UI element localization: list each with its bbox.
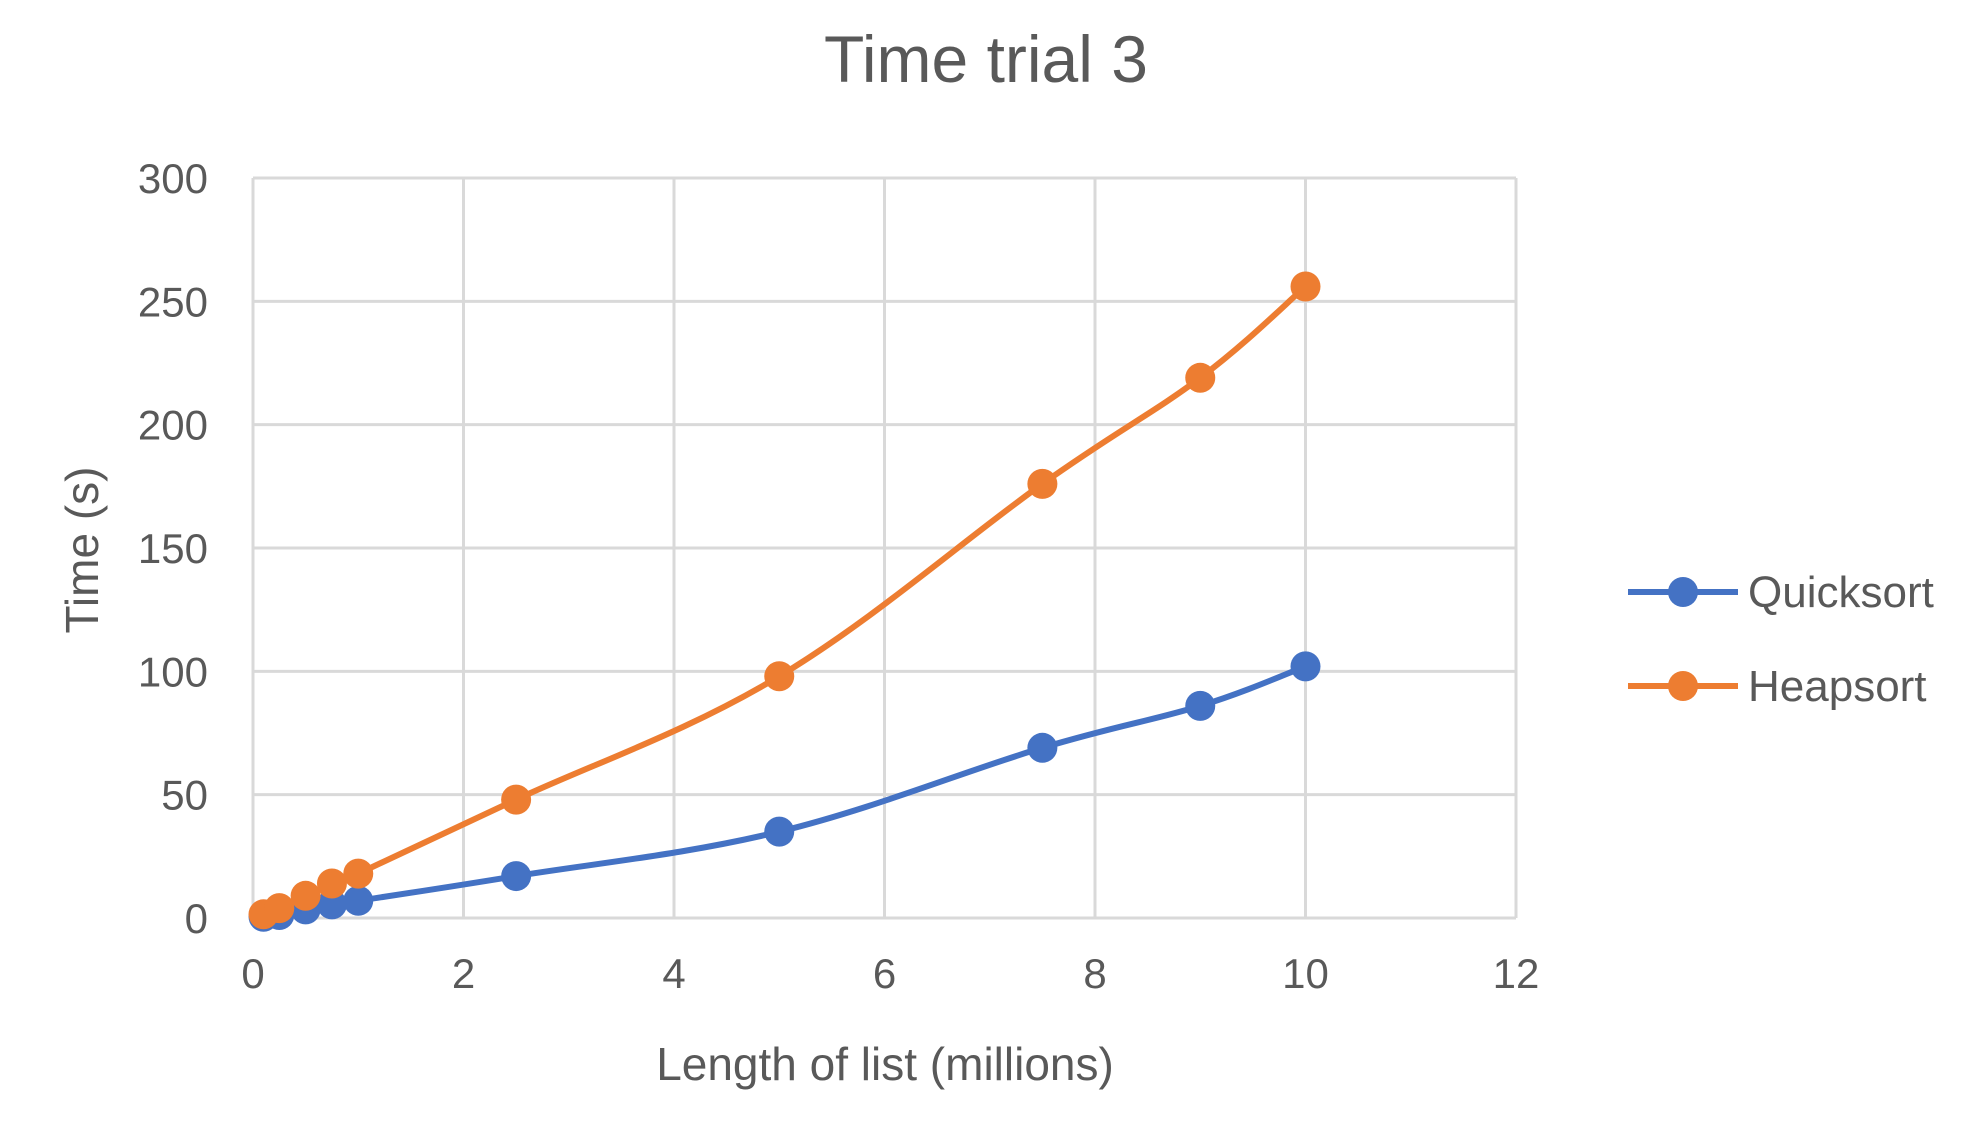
x-tick-label: 0: [241, 950, 264, 997]
heapsort-point: [501, 784, 532, 815]
y-axis-ticks: 0 50 100 150 200 250 300: [138, 155, 208, 942]
y-tick-label: 150: [138, 525, 208, 572]
y-tick-label: 300: [138, 155, 208, 202]
heapsort-point: [316, 868, 347, 899]
y-tick-label: 200: [138, 402, 208, 449]
heapsort-point: [1027, 468, 1058, 499]
quicksort-point: [764, 816, 795, 847]
y-tick-label: 100: [138, 648, 208, 695]
x-tick-label: 10: [1282, 950, 1329, 997]
y-tick-label: 50: [161, 772, 208, 819]
y-axis-title: Time (s): [56, 467, 108, 634]
quicksort-point: [1027, 732, 1058, 763]
quicksort-point: [316, 889, 347, 920]
heapsort-point: [1185, 362, 1216, 393]
series-quicksort: [248, 651, 1321, 932]
legend: Quicksort Heapsort: [1628, 568, 1934, 711]
heapsort-point: [764, 661, 795, 692]
x-tick-label: 4: [662, 950, 685, 997]
heapsort-point: [343, 858, 374, 889]
legend-item-heapsort: Heapsort: [1628, 662, 1927, 711]
y-tick-label: 0: [185, 895, 208, 942]
heapsort-point: [290, 880, 321, 911]
heapsort-point: [1290, 271, 1321, 302]
heapsort-point: [264, 893, 295, 924]
quicksort-line: [260, 663, 1309, 920]
x-tick-label: 2: [452, 950, 475, 997]
legend-marker-quicksort: [1668, 577, 1698, 607]
chart-title: Time trial 3: [824, 22, 1148, 96]
legend-marker-heapsort: [1668, 671, 1698, 701]
x-tick-label: 6: [873, 950, 896, 997]
legend-label-quicksort: Quicksort: [1748, 568, 1934, 617]
quicksort-point: [1290, 651, 1321, 682]
x-tick-label: 8: [1083, 950, 1106, 997]
legend-label-heapsort: Heapsort: [1748, 662, 1927, 711]
x-axis-title: Length of list (millions): [656, 1038, 1114, 1090]
series-layer: [248, 271, 1321, 932]
x-tick-label: 12: [1493, 950, 1540, 997]
quicksort-point: [501, 861, 532, 892]
quicksort-point: [1185, 690, 1216, 721]
series-heapsort: [248, 271, 1321, 930]
gridlines: [251, 176, 1518, 920]
y-tick-label: 250: [138, 278, 208, 325]
x-axis-ticks: 0 2 4 6 8 10 12: [241, 950, 1539, 997]
legend-item-quicksort: Quicksort: [1628, 568, 1934, 617]
quicksort-point: [343, 885, 374, 916]
